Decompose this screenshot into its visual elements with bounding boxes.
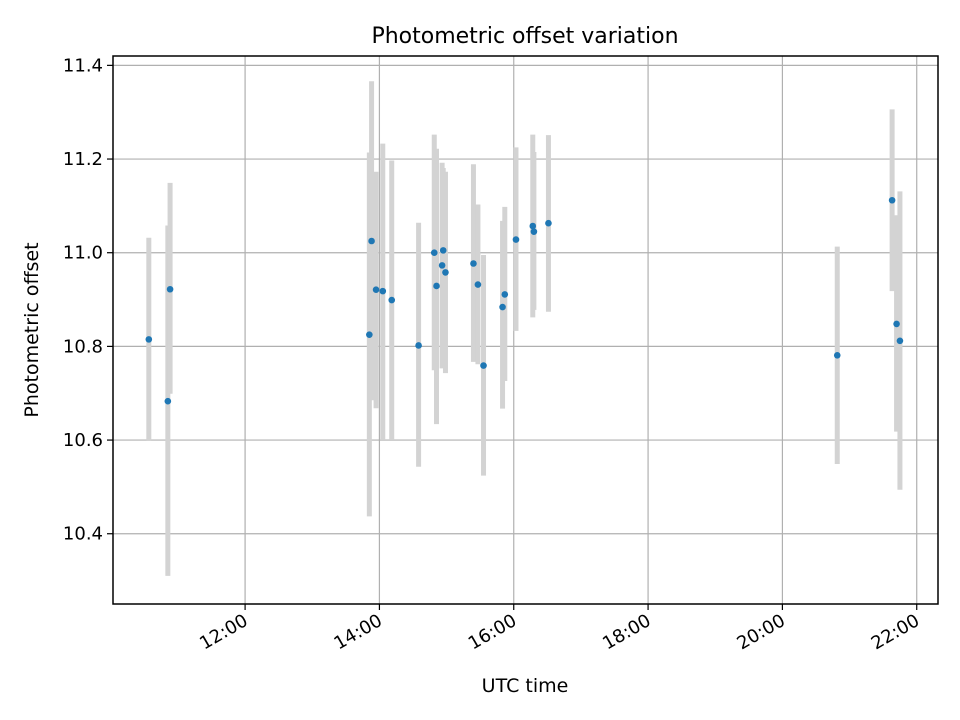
y-tick-label: 11.0 [63,243,103,264]
data-point [888,196,896,204]
data-point [530,228,538,235]
data-point [433,282,440,290]
data-point [379,287,387,295]
data-point [164,397,172,405]
data-point [499,303,506,311]
data-point [529,222,537,230]
data-point [166,285,174,293]
data-point [442,269,449,276]
y-tick-label: 10.6 [63,430,103,451]
x-tick-label: 22:00 [868,610,923,654]
data-point [368,237,375,245]
data-point [372,286,380,294]
data-points [145,196,904,405]
y-tick-label: 10.8 [63,336,103,357]
x-tick-label: 12:00 [196,610,251,654]
data-point [474,281,482,288]
grid [113,56,938,604]
y-axis-label: Photometric offset [21,242,43,417]
data-point [388,296,396,304]
data-point [545,219,552,227]
x-tick-label: 18:00 [599,610,654,654]
error-bars [146,81,903,576]
chart-title: Photometric offset variation [371,24,678,49]
ticks: 12:00 14:00 16:00 18:00 20:00 22:00 10.4 10.6 10… [63,55,923,654]
data-point [896,337,904,345]
data-point [480,362,487,369]
y-tick-label: 11.2 [63,149,103,170]
data-point [439,247,447,254]
data-point [415,342,422,349]
data-point [145,336,153,343]
data-point [430,249,438,257]
x-tick-label: 14:00 [330,610,385,654]
data-point [512,236,520,243]
data-point [366,331,373,338]
data-point [501,291,509,298]
x-axis-label: UTC time [482,675,569,697]
y-tick-label: 11.4 [63,55,103,76]
data-point [893,320,900,328]
data-point [470,260,477,267]
x-tick-label: 20:00 [733,610,788,654]
data-point [833,351,841,359]
x-tick-label: 16:00 [465,610,520,654]
data-point [438,262,446,269]
y-tick-label: 10.4 [63,524,103,545]
plot-frame [112,55,939,605]
